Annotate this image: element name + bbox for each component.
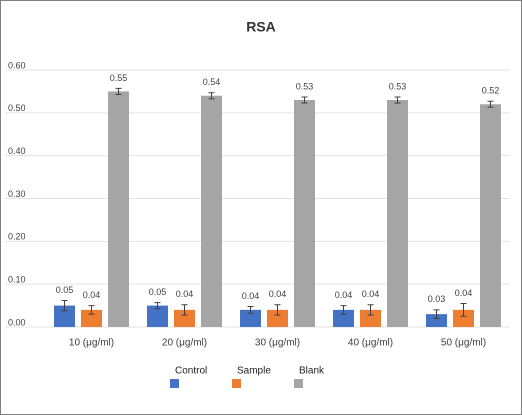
y-tick-label: 0.30 [8, 189, 26, 199]
y-tick-label: 0.40 [8, 146, 26, 156]
data-label: 0.04 [83, 290, 101, 300]
y-tick-label: 0.50 [8, 103, 26, 113]
data-label: 0.04 [335, 290, 353, 300]
data-label: 0.03 [428, 294, 446, 304]
bar [54, 305, 75, 327]
bar [360, 309, 381, 327]
bar [240, 309, 261, 327]
bar [108, 91, 129, 328]
bar [81, 309, 102, 327]
bar [174, 309, 195, 327]
y-tick-label: 0.00 [8, 317, 26, 327]
legend-swatch [294, 379, 303, 388]
error-bar [274, 304, 281, 316]
error-bar [61, 299, 68, 312]
x-tick-label: 40 (μg/ml) [348, 338, 393, 349]
data-label: 0.54 [203, 77, 221, 87]
legend-swatch [232, 379, 241, 388]
y-tick-label: 0.60 [8, 60, 26, 70]
x-tick-label: 10 (μg/ml) [69, 338, 114, 349]
error-bar [115, 87, 122, 95]
error-bar [181, 304, 188, 316]
error-bar [301, 96, 308, 104]
bar [333, 309, 354, 327]
legend-swatch [170, 379, 179, 388]
data-label: 0.04 [269, 289, 287, 299]
legend-label: Blank [299, 366, 325, 377]
bar [267, 309, 288, 327]
bar [453, 309, 474, 327]
x-tick-label: 20 (μg/ml) [162, 338, 207, 349]
bar [387, 99, 408, 327]
data-label: 0.05 [149, 287, 167, 297]
error-bar [460, 302, 467, 317]
data-label: 0.04 [455, 288, 473, 298]
bar [147, 305, 168, 327]
chart-title: RSA [246, 19, 276, 35]
error-bar [487, 100, 494, 108]
data-label: 0.04 [176, 289, 194, 299]
data-label: 0.04 [362, 289, 380, 299]
data-label: 0.53 [389, 81, 407, 91]
data-label: 0.53 [296, 81, 314, 91]
bar [426, 314, 447, 327]
bar [480, 104, 501, 328]
error-bar [208, 92, 215, 100]
x-tick-label: 30 (μg/ml) [255, 338, 300, 349]
bar [201, 95, 222, 327]
error-bar [340, 305, 347, 315]
legend-label: Control [175, 366, 207, 377]
error-bar [433, 309, 440, 319]
error-bar [394, 96, 401, 104]
x-tick-label: 50 (μg/ml) [441, 338, 486, 349]
data-label: 0.05 [56, 285, 74, 295]
data-label: 0.55 [110, 73, 128, 83]
error-bar [367, 304, 374, 316]
error-bar [247, 305, 254, 314]
error-bar [88, 305, 95, 315]
y-tick-label: 0.20 [8, 232, 26, 242]
data-label: 0.52 [482, 86, 500, 96]
bar [294, 99, 315, 327]
error-bar [154, 302, 161, 310]
y-tick-label: 0.10 [8, 275, 26, 285]
data-label: 0.04 [242, 291, 260, 301]
legend-label: Sample [237, 366, 271, 377]
